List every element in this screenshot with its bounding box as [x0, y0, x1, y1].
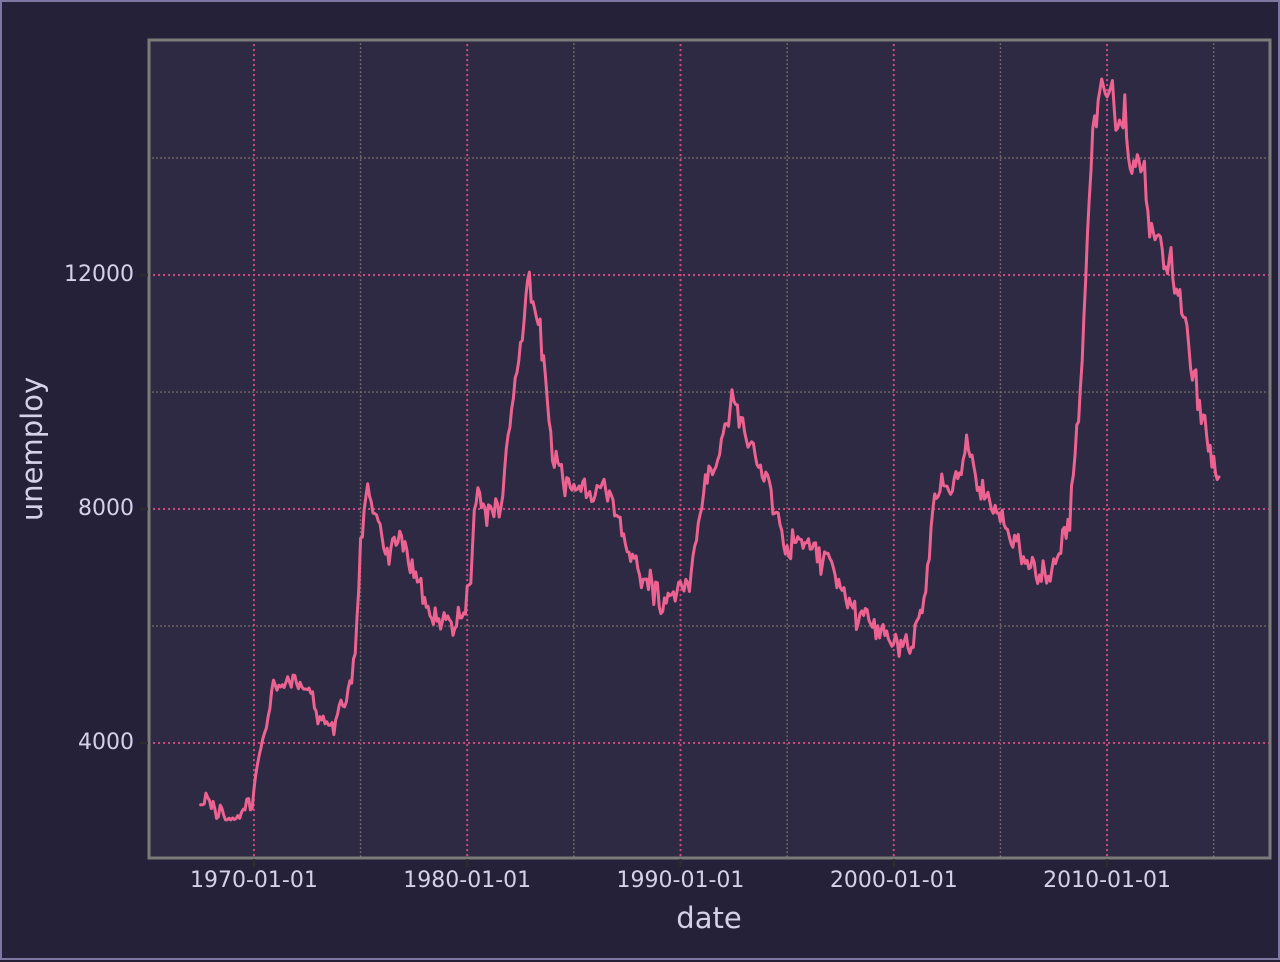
panel-border — [147, 38, 1272, 860]
series-line-unemploy — [199, 77, 1221, 822]
plot-panel — [149, 40, 1270, 858]
